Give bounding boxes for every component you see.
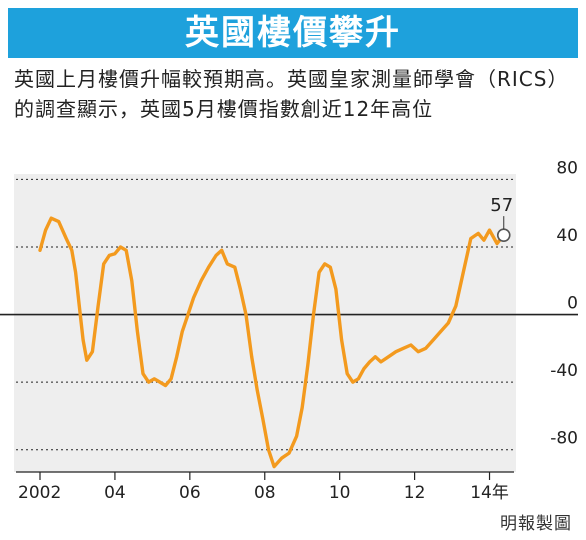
x-tick-label: 10 [329, 483, 351, 503]
series-line [38, 216, 506, 469]
x-tick-label: 08 [254, 483, 276, 503]
title-bar: 英國樓價攀升 [8, 8, 578, 58]
y-tick-label: -40 [550, 361, 578, 381]
y-tick-label: 0 [567, 294, 578, 314]
x-tick-label: 2002 [18, 483, 61, 503]
x-tick-label: 14年 [470, 483, 509, 503]
source-credit: 明報製圖 [500, 514, 572, 534]
x-tick-label: 12 [404, 483, 426, 503]
chart-title: 英國樓價攀升 [185, 13, 401, 53]
annotation-label: 57 [490, 195, 513, 216]
x-tick-label: 06 [179, 483, 201, 503]
x-tick-label: 04 [104, 483, 126, 503]
y-tick-label: 80 [556, 158, 578, 178]
y-tick-label: -80 [550, 429, 578, 449]
chart-subtitle: 英國上月樓價升幅較預期高。英國皇家測量師學會（RICS）的調查顯示，英國5月樓價… [14, 67, 569, 121]
y-tick-label: 40 [556, 226, 578, 246]
annotation-marker [496, 228, 511, 242]
